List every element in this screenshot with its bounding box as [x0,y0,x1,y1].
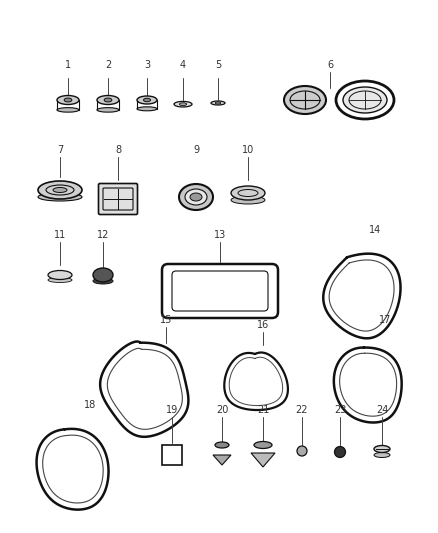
Polygon shape [213,455,231,465]
Text: 2: 2 [105,60,111,70]
Text: 24: 24 [376,405,388,415]
Bar [162,445,182,465]
Text: 8: 8 [115,145,121,155]
Ellipse shape [137,96,157,104]
Text: 21: 21 [257,405,269,415]
Ellipse shape [104,98,112,102]
Text: 17: 17 [379,315,391,325]
Ellipse shape [93,268,113,282]
Ellipse shape [374,446,390,453]
Ellipse shape [343,87,387,113]
Ellipse shape [144,98,151,102]
Text: 19: 19 [166,405,178,415]
Polygon shape [251,453,275,467]
Text: 12: 12 [97,230,109,240]
Ellipse shape [97,108,119,112]
Ellipse shape [231,196,265,204]
Text: 6: 6 [327,60,333,70]
FancyBboxPatch shape [99,183,138,214]
Text: 5: 5 [215,60,221,70]
Text: 7: 7 [57,145,63,155]
Text: 11: 11 [54,230,66,240]
Text: 9: 9 [193,145,199,155]
Ellipse shape [284,86,326,114]
Text: 23: 23 [334,405,346,415]
Ellipse shape [137,107,157,111]
Ellipse shape [215,102,221,104]
Ellipse shape [180,103,187,106]
Text: 22: 22 [296,405,308,415]
Ellipse shape [48,278,72,282]
Ellipse shape [57,95,79,104]
Text: 13: 13 [214,230,226,240]
Ellipse shape [231,186,265,200]
Ellipse shape [254,441,272,448]
Text: 3: 3 [144,60,150,70]
Ellipse shape [38,193,82,201]
Ellipse shape [190,193,202,201]
Text: 1: 1 [65,60,71,70]
Text: 18: 18 [84,400,96,410]
Ellipse shape [64,98,72,102]
Ellipse shape [53,188,67,192]
Text: 14: 14 [369,225,381,235]
Ellipse shape [48,271,72,279]
Text: 20: 20 [216,405,228,415]
Ellipse shape [57,108,79,112]
Text: 15: 15 [160,315,172,325]
Ellipse shape [179,184,213,210]
Ellipse shape [97,95,119,104]
Ellipse shape [215,442,229,448]
Ellipse shape [297,446,307,456]
Ellipse shape [374,453,390,457]
Ellipse shape [335,447,346,457]
Ellipse shape [174,101,192,107]
Text: 4: 4 [180,60,186,70]
Ellipse shape [211,101,225,105]
Ellipse shape [93,278,113,284]
Ellipse shape [38,181,82,199]
Ellipse shape [185,189,207,205]
Text: 10: 10 [242,145,254,155]
Text: 16: 16 [257,320,269,330]
